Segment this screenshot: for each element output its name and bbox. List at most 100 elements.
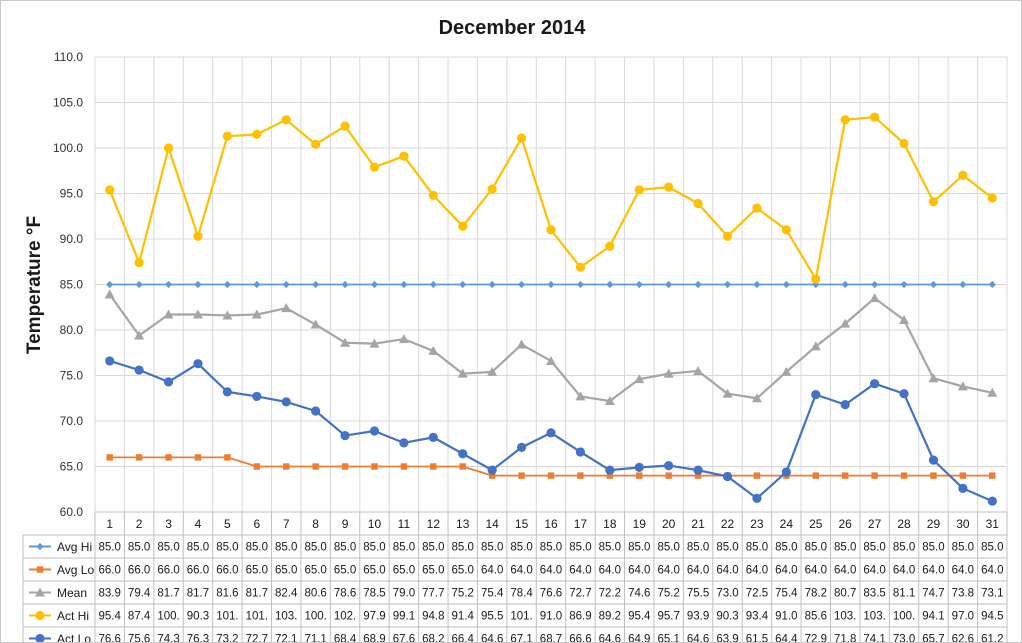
data-table-cell: 74.7 — [922, 588, 944, 600]
data-table-cell: 65.0 — [363, 565, 385, 577]
data-table-cell: 64.0 — [716, 565, 738, 577]
data-point — [134, 365, 144, 375]
data-point — [546, 428, 556, 438]
x-tick-label: 18 — [603, 517, 617, 531]
data-table-cell: 95.5 — [481, 611, 503, 623]
data-table-cell: 74.6 — [628, 588, 650, 600]
data-point — [370, 280, 379, 289]
data-point — [163, 377, 174, 387]
data-point — [516, 133, 527, 143]
y-axis-title: Temperature °F — [24, 216, 45, 354]
x-tick-label: 6 — [253, 517, 260, 531]
data-table-cell: 87.4 — [128, 611, 151, 623]
data-table-cell: 85.0 — [393, 542, 415, 554]
data-point — [399, 438, 409, 448]
data-table-cell: 99.1 — [393, 611, 415, 623]
data-point — [928, 197, 939, 207]
data-table-cell: 93.9 — [687, 611, 709, 623]
data-table-cell: 85.0 — [981, 542, 1003, 554]
data-table-cell: 75.4 — [481, 588, 504, 600]
data-table-cell: 64.6 — [599, 634, 621, 643]
data-table-cell: 101. — [510, 611, 532, 623]
data-table-cell: 78.4 — [510, 588, 533, 600]
legend-key-marker — [35, 610, 45, 621]
data-point — [194, 280, 202, 289]
data-point — [663, 368, 674, 378]
data-table-cell: 76.6 — [99, 634, 121, 643]
data-point — [576, 280, 585, 289]
data-point — [135, 280, 143, 289]
data-table-cell: 61.2 — [981, 634, 1003, 643]
data-point — [487, 184, 497, 194]
data-table-cell: 85.0 — [746, 542, 768, 554]
data-point — [781, 225, 791, 235]
data-table-cell: 81.6 — [216, 588, 238, 600]
data-table-cell: 75.2 — [657, 588, 679, 600]
data-point — [281, 397, 291, 407]
x-tick-label: 2 — [136, 517, 143, 531]
data-point — [428, 432, 438, 442]
x-tick-label: 29 — [927, 517, 941, 531]
data-point — [577, 472, 584, 479]
data-point — [165, 454, 172, 461]
data-point — [989, 472, 996, 479]
data-table-cell: 85.0 — [922, 542, 944, 554]
data-table-cell: 64.0 — [863, 565, 885, 577]
data-point — [665, 280, 673, 289]
data-table-cell: 95.4 — [628, 611, 651, 623]
data-table-cell: 73.2 — [216, 634, 238, 643]
data-point — [722, 471, 733, 482]
data-table-cell: 72.7 — [569, 588, 591, 600]
data-table-cell: 68.2 — [422, 634, 444, 643]
data-table-cell: 75.5 — [687, 588, 709, 600]
data-point — [310, 319, 321, 329]
data-point — [959, 280, 967, 289]
legend-key-marker — [35, 587, 45, 597]
x-tick-label: 24 — [780, 517, 794, 531]
data-table-cell: 74.1 — [863, 634, 885, 643]
data-table-cell: 72.1 — [275, 634, 297, 643]
data-point — [722, 388, 733, 398]
data-table-cell: 64.0 — [540, 565, 562, 577]
data-table-cell: 65.0 — [304, 565, 326, 577]
data-table-cell: 64.0 — [628, 565, 650, 577]
data-point — [252, 391, 262, 402]
data-point — [311, 406, 321, 416]
data-table-cell: 64.0 — [687, 565, 709, 577]
legend-key-marker — [36, 542, 44, 551]
y-tick-label: 75.0 — [60, 369, 84, 383]
data-point — [516, 442, 527, 452]
series-avg-hi — [106, 280, 996, 289]
data-table-cell: 64.6 — [481, 634, 503, 643]
data-point — [340, 430, 350, 441]
x-tick-label: 31 — [986, 517, 1000, 531]
data-table-cell: 102. — [334, 611, 356, 623]
x-tick-label: 19 — [633, 517, 647, 531]
data-point — [488, 472, 496, 479]
x-tick-label: 7 — [283, 517, 290, 531]
data-point — [606, 472, 614, 479]
data-table-cell: 64.0 — [981, 565, 1003, 577]
series-act-lo — [105, 356, 997, 506]
x-tick-label: 20 — [662, 517, 676, 531]
data-table-cell: 95.4 — [99, 611, 122, 623]
data-point — [664, 182, 674, 192]
data-point — [664, 460, 674, 471]
data-table-cell: 85.0 — [834, 542, 856, 554]
x-tick-label: 30 — [956, 517, 970, 531]
data-point — [546, 355, 556, 365]
data-point — [458, 221, 468, 231]
data-point — [312, 280, 320, 289]
data-table-cell: 64.0 — [834, 565, 856, 577]
data-table-cell: 68.9 — [363, 634, 385, 643]
data-table-cell: 76.3 — [187, 634, 209, 643]
data-table-cell: 64.4 — [775, 634, 798, 643]
data-table-cell: 85.0 — [422, 542, 444, 554]
data-point — [459, 463, 466, 470]
y-tick-label: 95.0 — [60, 187, 84, 201]
data-point — [693, 198, 703, 209]
data-table-cell: 80.7 — [834, 588, 856, 600]
data-point — [930, 472, 937, 479]
legend-label: Act Hi — [57, 609, 89, 623]
y-tick-label: 100.0 — [53, 141, 83, 155]
